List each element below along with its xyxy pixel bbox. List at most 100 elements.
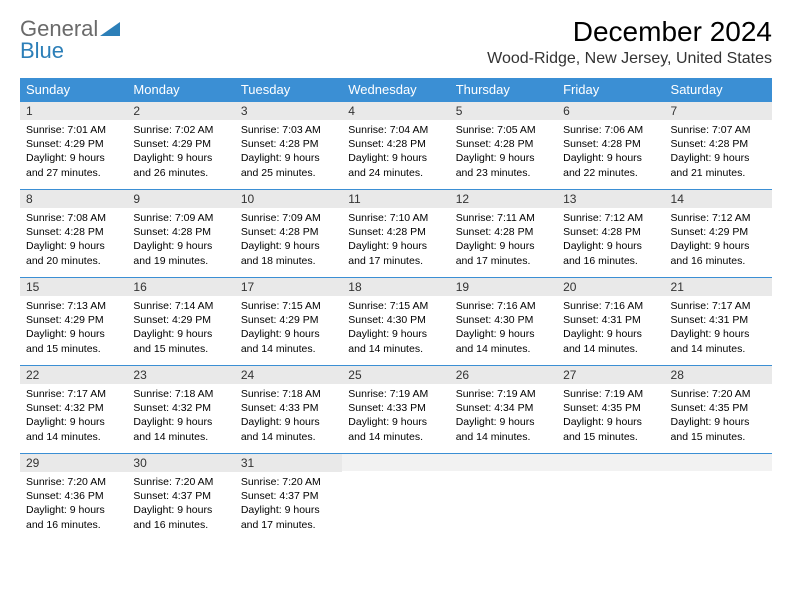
- daylight-text-2: and 20 minutes.: [26, 254, 121, 268]
- weekday-header-row: Sunday Monday Tuesday Wednesday Thursday…: [20, 78, 772, 101]
- day-data: Sunrise: 7:09 AMSunset: 4:28 PMDaylight:…: [235, 208, 342, 272]
- sunset-text: Sunset: 4:30 PM: [456, 313, 551, 327]
- day-cell: 15Sunrise: 7:13 AMSunset: 4:29 PMDayligh…: [20, 277, 127, 365]
- daylight-text-2: and 24 minutes.: [348, 166, 443, 180]
- daylight-text-2: and 16 minutes.: [133, 518, 228, 532]
- day-number: 28: [665, 365, 772, 384]
- daylight-text-1: Daylight: 9 hours: [26, 503, 121, 517]
- day-number: 30: [127, 453, 234, 472]
- day-cell: [557, 453, 664, 541]
- sunrise-text: Sunrise: 7:17 AM: [26, 387, 121, 401]
- sunset-text: Sunset: 4:28 PM: [348, 137, 443, 151]
- calendar-row: 8Sunrise: 7:08 AMSunset: 4:28 PMDaylight…: [20, 189, 772, 277]
- day-data: Sunrise: 7:02 AMSunset: 4:29 PMDaylight:…: [127, 120, 234, 184]
- day-number: 15: [20, 277, 127, 296]
- day-number: 12: [450, 189, 557, 208]
- daylight-text-2: and 25 minutes.: [241, 166, 336, 180]
- daylight-text-2: and 26 minutes.: [133, 166, 228, 180]
- day-cell: 4Sunrise: 7:04 AMSunset: 4:28 PMDaylight…: [342, 101, 449, 189]
- day-number: 31: [235, 453, 342, 472]
- daylight-text-1: Daylight: 9 hours: [241, 503, 336, 517]
- day-data: Sunrise: 7:08 AMSunset: 4:28 PMDaylight:…: [20, 208, 127, 272]
- daylight-text-2: and 16 minutes.: [671, 254, 766, 268]
- sunrise-text: Sunrise: 7:05 AM: [456, 123, 551, 137]
- sunrise-text: Sunrise: 7:18 AM: [133, 387, 228, 401]
- daylight-text-1: Daylight: 9 hours: [563, 415, 658, 429]
- weekday-header: Monday: [127, 78, 234, 101]
- weekday-header: Thursday: [450, 78, 557, 101]
- sunset-text: Sunset: 4:28 PM: [563, 225, 658, 239]
- day-data: Sunrise: 7:12 AMSunset: 4:28 PMDaylight:…: [557, 208, 664, 272]
- day-data: Sunrise: 7:10 AMSunset: 4:28 PMDaylight:…: [342, 208, 449, 272]
- day-data: Sunrise: 7:18 AMSunset: 4:33 PMDaylight:…: [235, 384, 342, 448]
- day-number: 16: [127, 277, 234, 296]
- day-cell: 2Sunrise: 7:02 AMSunset: 4:29 PMDaylight…: [127, 101, 234, 189]
- daylight-text-2: and 18 minutes.: [241, 254, 336, 268]
- sunset-text: Sunset: 4:29 PM: [26, 137, 121, 151]
- day-cell: 22Sunrise: 7:17 AMSunset: 4:32 PMDayligh…: [20, 365, 127, 453]
- daylight-text-2: and 14 minutes.: [348, 342, 443, 356]
- daylight-text-1: Daylight: 9 hours: [241, 327, 336, 341]
- day-number: 18: [342, 277, 449, 296]
- daylight-text-1: Daylight: 9 hours: [563, 151, 658, 165]
- daylight-text-1: Daylight: 9 hours: [456, 151, 551, 165]
- weekday-header: Wednesday: [342, 78, 449, 101]
- daylight-text-2: and 22 minutes.: [563, 166, 658, 180]
- daylight-text-1: Daylight: 9 hours: [348, 151, 443, 165]
- day-number: 13: [557, 189, 664, 208]
- sunset-text: Sunset: 4:35 PM: [671, 401, 766, 415]
- day-number: 3: [235, 101, 342, 120]
- sunset-text: Sunset: 4:28 PM: [456, 225, 551, 239]
- daylight-text-2: and 14 minutes.: [26, 430, 121, 444]
- day-number: 1: [20, 101, 127, 120]
- day-data: Sunrise: 7:01 AMSunset: 4:29 PMDaylight:…: [20, 120, 127, 184]
- day-data: Sunrise: 7:19 AMSunset: 4:33 PMDaylight:…: [342, 384, 449, 448]
- sunset-text: Sunset: 4:30 PM: [348, 313, 443, 327]
- day-data: Sunrise: 7:15 AMSunset: 4:29 PMDaylight:…: [235, 296, 342, 360]
- daylight-text-1: Daylight: 9 hours: [26, 151, 121, 165]
- sunset-text: Sunset: 4:28 PM: [241, 225, 336, 239]
- month-title: December 2024: [487, 16, 772, 48]
- sunset-text: Sunset: 4:35 PM: [563, 401, 658, 415]
- day-cell: 5Sunrise: 7:05 AMSunset: 4:28 PMDaylight…: [450, 101, 557, 189]
- day-cell: 21Sunrise: 7:17 AMSunset: 4:31 PMDayligh…: [665, 277, 772, 365]
- day-data: Sunrise: 7:15 AMSunset: 4:30 PMDaylight:…: [342, 296, 449, 360]
- daylight-text-2: and 14 minutes.: [671, 342, 766, 356]
- day-number: 8: [20, 189, 127, 208]
- sunrise-text: Sunrise: 7:16 AM: [563, 299, 658, 313]
- day-number: 19: [450, 277, 557, 296]
- day-cell: 10Sunrise: 7:09 AMSunset: 4:28 PMDayligh…: [235, 189, 342, 277]
- day-number: 27: [557, 365, 664, 384]
- daylight-text-1: Daylight: 9 hours: [671, 327, 766, 341]
- daylight-text-1: Daylight: 9 hours: [241, 239, 336, 253]
- day-number: 5: [450, 101, 557, 120]
- daylight-text-1: Daylight: 9 hours: [133, 503, 228, 517]
- sunset-text: Sunset: 4:29 PM: [241, 313, 336, 327]
- sunrise-text: Sunrise: 7:02 AM: [133, 123, 228, 137]
- day-cell: 27Sunrise: 7:19 AMSunset: 4:35 PMDayligh…: [557, 365, 664, 453]
- daylight-text-1: Daylight: 9 hours: [241, 151, 336, 165]
- sunrise-text: Sunrise: 7:20 AM: [241, 475, 336, 489]
- sunrise-text: Sunrise: 7:09 AM: [133, 211, 228, 225]
- daylight-text-2: and 17 minutes.: [241, 518, 336, 532]
- daylight-text-1: Daylight: 9 hours: [348, 239, 443, 253]
- daylight-text-2: and 14 minutes.: [133, 430, 228, 444]
- sunrise-text: Sunrise: 7:12 AM: [563, 211, 658, 225]
- daylight-text-1: Daylight: 9 hours: [133, 239, 228, 253]
- sunset-text: Sunset: 4:31 PM: [671, 313, 766, 327]
- sunset-text: Sunset: 4:28 PM: [26, 225, 121, 239]
- daylight-text-1: Daylight: 9 hours: [671, 239, 766, 253]
- daylight-text-1: Daylight: 9 hours: [133, 327, 228, 341]
- day-number: 9: [127, 189, 234, 208]
- daylight-text-2: and 19 minutes.: [133, 254, 228, 268]
- day-data: Sunrise: 7:16 AMSunset: 4:31 PMDaylight:…: [557, 296, 664, 360]
- day-cell: 1Sunrise: 7:01 AMSunset: 4:29 PMDaylight…: [20, 101, 127, 189]
- daylight-text-2: and 14 minutes.: [348, 430, 443, 444]
- day-data: Sunrise: 7:17 AMSunset: 4:31 PMDaylight:…: [665, 296, 772, 360]
- sunrise-text: Sunrise: 7:19 AM: [348, 387, 443, 401]
- calendar-row: 1Sunrise: 7:01 AMSunset: 4:29 PMDaylight…: [20, 101, 772, 189]
- sunrise-text: Sunrise: 7:13 AM: [26, 299, 121, 313]
- day-number: 7: [665, 101, 772, 120]
- sunset-text: Sunset: 4:28 PM: [241, 137, 336, 151]
- day-data: Sunrise: 7:16 AMSunset: 4:30 PMDaylight:…: [450, 296, 557, 360]
